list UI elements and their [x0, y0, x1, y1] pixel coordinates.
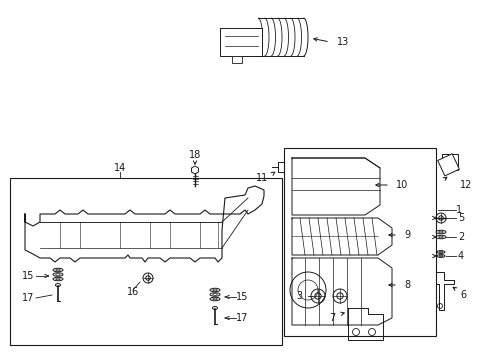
Text: 9: 9: [403, 230, 409, 240]
Ellipse shape: [212, 306, 217, 310]
Polygon shape: [441, 154, 457, 170]
Ellipse shape: [56, 274, 60, 275]
Bar: [231, 56, 242, 63]
Text: 1: 1: [455, 205, 461, 215]
Text: 17: 17: [21, 293, 34, 303]
Text: 3: 3: [295, 291, 302, 301]
Text: 10: 10: [395, 180, 407, 190]
Text: 15: 15: [21, 271, 34, 281]
Circle shape: [352, 328, 359, 336]
Circle shape: [437, 303, 442, 309]
Ellipse shape: [53, 277, 63, 281]
Text: 8: 8: [403, 280, 409, 290]
Bar: [10, 178, 282, 345]
Circle shape: [289, 272, 325, 308]
Text: 14: 14: [114, 163, 126, 173]
Ellipse shape: [212, 298, 217, 300]
Ellipse shape: [435, 235, 445, 239]
Ellipse shape: [209, 293, 220, 296]
Text: 13: 13: [336, 37, 348, 47]
Ellipse shape: [436, 255, 444, 257]
Ellipse shape: [212, 294, 217, 295]
Text: 5: 5: [457, 213, 463, 223]
Text: 15: 15: [236, 292, 248, 302]
Ellipse shape: [53, 273, 63, 276]
Ellipse shape: [55, 284, 61, 287]
Text: 18: 18: [188, 150, 201, 160]
Ellipse shape: [438, 231, 442, 233]
Bar: [220, 28, 262, 56]
Ellipse shape: [53, 268, 63, 272]
Ellipse shape: [56, 269, 60, 271]
Bar: [284, 148, 435, 336]
Text: 11: 11: [255, 173, 267, 183]
Ellipse shape: [209, 288, 220, 292]
Ellipse shape: [209, 297, 220, 301]
Ellipse shape: [438, 251, 442, 253]
Ellipse shape: [438, 255, 442, 257]
Text: 17: 17: [236, 313, 248, 323]
Circle shape: [297, 280, 317, 300]
Ellipse shape: [56, 278, 60, 280]
Ellipse shape: [212, 289, 217, 291]
Ellipse shape: [435, 230, 445, 234]
Polygon shape: [191, 166, 198, 174]
Text: 4: 4: [457, 251, 463, 261]
Text: 7: 7: [328, 313, 334, 323]
Text: 12: 12: [459, 180, 471, 190]
Ellipse shape: [436, 251, 444, 253]
Ellipse shape: [438, 236, 442, 238]
Polygon shape: [437, 154, 458, 176]
Text: 2: 2: [457, 232, 463, 242]
Circle shape: [368, 328, 375, 336]
Text: 16: 16: [126, 287, 139, 297]
Text: 6: 6: [459, 290, 465, 300]
